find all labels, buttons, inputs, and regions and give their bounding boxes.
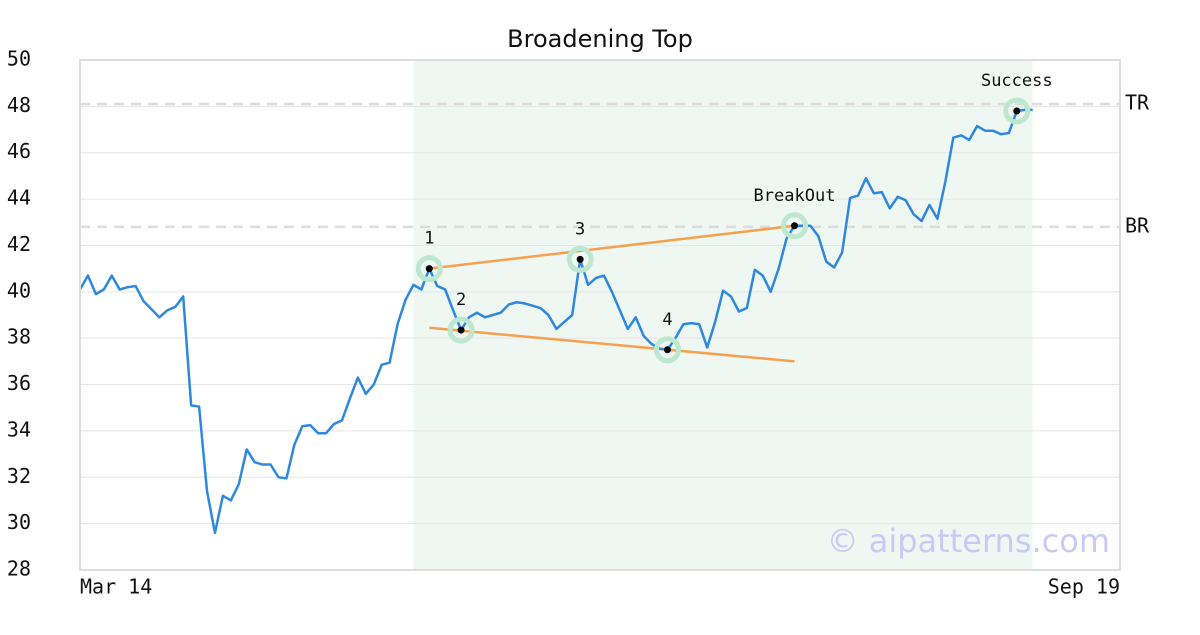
point-halo	[415, 255, 443, 283]
y-tick-label: 40	[7, 278, 31, 302]
point-label: BreakOut	[754, 186, 836, 206]
highlight-region	[413, 60, 1033, 570]
y-tick-label: 48	[7, 93, 31, 117]
trendline	[429, 326, 795, 363]
point-halo	[1003, 97, 1031, 125]
level-label: TR	[1125, 91, 1150, 115]
y-tick-label: 42	[7, 232, 31, 256]
x-tick-label: Sep 19	[1048, 575, 1120, 599]
point-dot	[425, 265, 433, 273]
point-label: 2	[456, 290, 466, 310]
point-label: 1	[424, 229, 434, 249]
y-tick-label: 44	[7, 186, 31, 210]
point-label: 3	[575, 219, 585, 239]
y-tick-label: 38	[7, 325, 31, 349]
point-halo	[653, 336, 681, 364]
point-label: Success	[981, 71, 1053, 91]
y-tick-label: 36	[7, 371, 31, 395]
point-label: 4	[662, 310, 672, 330]
trendline	[429, 224, 795, 270]
y-tick-label: 46	[7, 139, 31, 163]
plot-frame	[79, 59, 1121, 571]
chart-title: Broadening Top	[507, 25, 693, 53]
level-label: BR	[1125, 213, 1150, 237]
point-dot	[457, 326, 465, 334]
point-dot	[663, 346, 671, 354]
point-halo	[566, 245, 594, 273]
point-dot	[1013, 107, 1021, 115]
point-halo	[447, 316, 475, 344]
price-line	[78, 108, 1033, 535]
y-tick-label: 30	[7, 510, 31, 534]
x-tick-label: Mar 14	[80, 575, 152, 599]
watermark: © aipatterns.com	[827, 522, 1110, 560]
point-dot	[576, 255, 584, 263]
y-tick-label: 28	[7, 557, 31, 581]
y-tick-label: 32	[7, 464, 31, 488]
y-tick-label: 34	[7, 417, 31, 441]
y-tick-label: 50	[7, 47, 31, 71]
point-halo	[781, 212, 809, 240]
point-dot	[791, 222, 799, 230]
